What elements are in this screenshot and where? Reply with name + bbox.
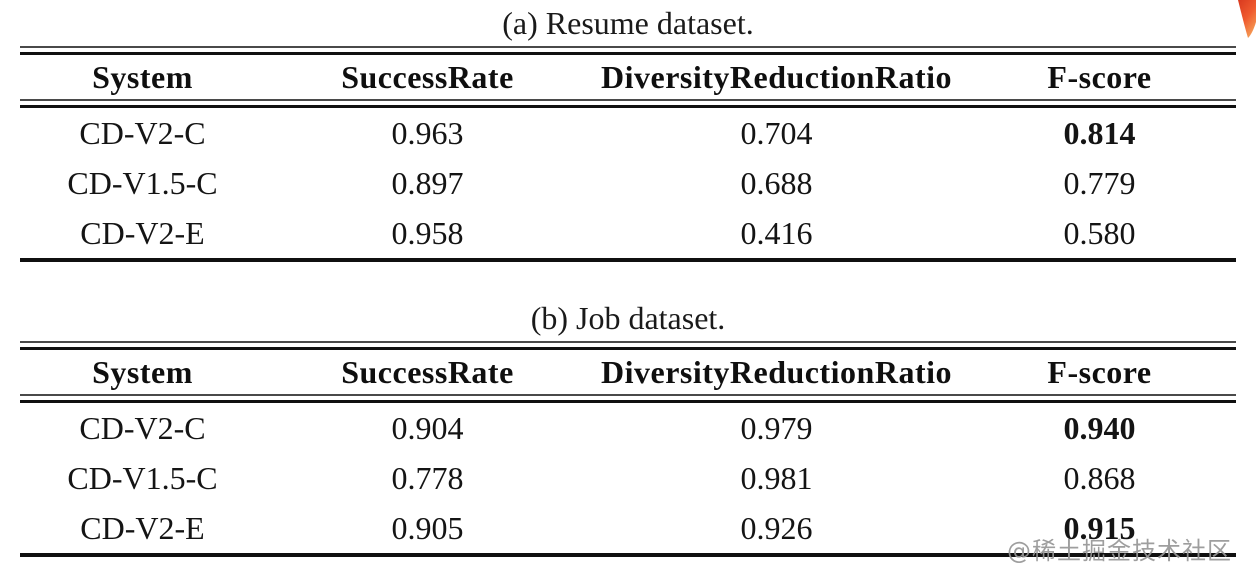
cell-fscore: 0.580 xyxy=(1063,214,1136,251)
table-b-mid-rule xyxy=(20,394,1236,403)
table-a-section: (a) Resume dataset. System SuccessRate D… xyxy=(20,0,1236,262)
juejin-logo-partial-icon xyxy=(1238,0,1256,38)
table-b-top-rule xyxy=(20,341,1236,350)
column-header-fscore: F-score xyxy=(1047,58,1152,95)
column-header-diversityreductionratio: DiversityReductionRatio xyxy=(600,58,952,95)
cell-fscore: 0.814 xyxy=(1063,114,1136,151)
cell-diversityreductionratio: 0.926 xyxy=(740,509,813,546)
cell-fscore: 0.779 xyxy=(1063,164,1136,201)
cell-successrate: 0.904 xyxy=(391,409,464,446)
cell-system: CD-V2-C xyxy=(79,409,206,446)
cell-system: CD-V2-E xyxy=(80,214,205,251)
cell-successrate: 0.778 xyxy=(391,459,464,496)
table-row: CD-V2-C 0.904 0.979 0.940 xyxy=(20,403,1236,453)
cell-system: CD-V1.5-C xyxy=(67,164,218,201)
cell-diversityreductionratio: 0.704 xyxy=(740,114,813,151)
cell-diversityreductionratio: 0.981 xyxy=(740,459,813,496)
table-b-caption: (b) Job dataset. xyxy=(530,300,726,336)
table-row: CD-V2-E 0.958 0.416 0.580 xyxy=(20,208,1236,258)
table-b-header-row: System SuccessRate DiversityReductionRat… xyxy=(20,350,1236,394)
tables-block: (a) Resume dataset. System SuccessRate D… xyxy=(20,0,1236,557)
column-header-system: System xyxy=(92,58,193,95)
cell-fscore: 0.915 xyxy=(1063,509,1136,546)
table-a-bottom-rule xyxy=(20,258,1236,262)
cell-successrate: 0.905 xyxy=(391,509,464,546)
cell-diversityreductionratio: 0.979 xyxy=(740,409,813,446)
column-header-fscore: F-score xyxy=(1047,353,1152,390)
cell-successrate: 0.958 xyxy=(391,214,464,251)
cell-system: CD-V1.5-C xyxy=(67,459,218,496)
table-b-bottom-rule xyxy=(20,553,1236,557)
table-a-mid-rule xyxy=(20,99,1236,108)
table-a-header-row: System SuccessRate DiversityReductionRat… xyxy=(20,55,1236,99)
table-a-top-rule xyxy=(20,46,1236,55)
cell-system: CD-V2-E xyxy=(80,509,205,546)
table-row: CD-V2-C 0.963 0.704 0.814 xyxy=(20,108,1236,158)
table-row: CD-V1.5-C 0.897 0.688 0.779 xyxy=(20,158,1236,208)
cell-diversityreductionratio: 0.416 xyxy=(740,214,813,251)
table-b-section: (b) Job dataset. System SuccessRate Dive… xyxy=(20,295,1236,557)
cell-successrate: 0.897 xyxy=(391,164,464,201)
table-row: CD-V2-E 0.905 0.926 0.915 xyxy=(20,503,1236,553)
column-header-successrate: SuccessRate xyxy=(341,353,514,390)
cell-fscore: 0.868 xyxy=(1063,459,1136,496)
column-header-system: System xyxy=(92,353,193,390)
cell-diversityreductionratio: 0.688 xyxy=(740,164,813,201)
table-a-caption: (a) Resume dataset. xyxy=(502,5,754,41)
column-header-diversityreductionratio: DiversityReductionRatio xyxy=(600,353,952,390)
column-header-successrate: SuccessRate xyxy=(341,58,514,95)
table-row: CD-V1.5-C 0.778 0.981 0.868 xyxy=(20,453,1236,503)
cell-successrate: 0.963 xyxy=(391,114,464,151)
cell-fscore: 0.940 xyxy=(1063,409,1136,446)
watermark: @稀土掘金技术社区 xyxy=(1007,537,1232,565)
cell-system: CD-V2-C xyxy=(79,114,206,151)
